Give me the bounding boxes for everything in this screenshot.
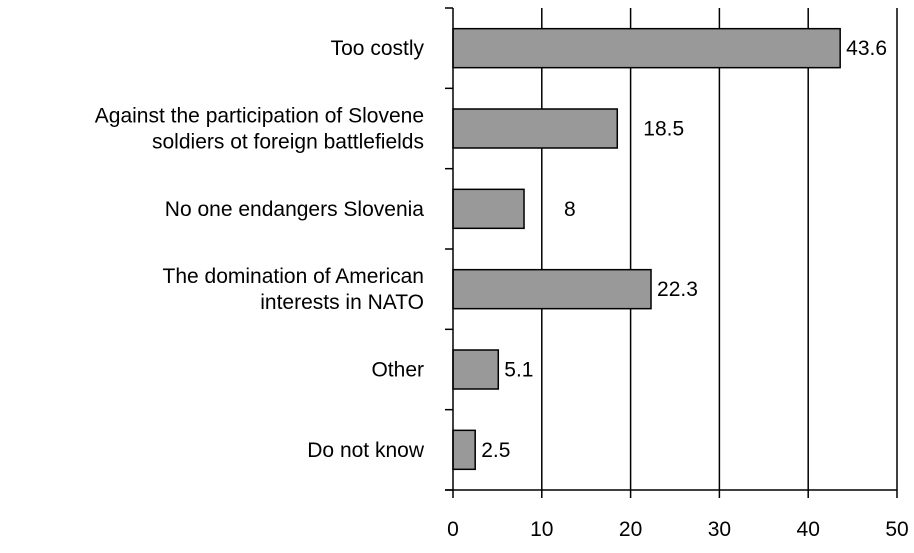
x-tick-label-0: 0 bbox=[447, 518, 459, 541]
category-label-5: Do not know bbox=[307, 439, 425, 462]
category-label-2: No one endangers Slovenia bbox=[165, 198, 425, 221]
x-tick-label-40: 40 bbox=[797, 518, 820, 541]
bar-1 bbox=[452, 108, 619, 149]
data-label-0: 43.6 bbox=[846, 37, 887, 60]
axes bbox=[445, 7, 898, 498]
category-label-3-line-0: The domination of American bbox=[163, 265, 424, 288]
bar-3 bbox=[452, 268, 652, 310]
x-tick-label-10: 10 bbox=[530, 518, 553, 541]
data-label-4: 5.1 bbox=[504, 359, 533, 382]
data-label-2: 8 bbox=[564, 198, 576, 221]
data-label-3: 22.3 bbox=[657, 278, 698, 301]
data-label-5: 2.5 bbox=[481, 439, 510, 462]
category-label-1-line-0: Against the participation of Slovene bbox=[95, 105, 424, 128]
bar-5 bbox=[452, 429, 476, 471]
category-label-0: Too costly bbox=[331, 37, 425, 60]
bar-2 bbox=[452, 188, 525, 230]
x-tick-label-30: 30 bbox=[708, 518, 731, 541]
bars bbox=[452, 27, 841, 471]
x-tick-label-50: 50 bbox=[885, 518, 908, 541]
bar-4 bbox=[452, 349, 500, 390]
category-label-1-line-1: soldiers ot foreign battlefields bbox=[152, 131, 424, 154]
category-label-4: Other bbox=[371, 359, 424, 382]
gridlines bbox=[541, 8, 898, 490]
bar-0 bbox=[452, 27, 841, 69]
x-tick-label-20: 20 bbox=[619, 518, 642, 541]
labels: 43.6 Too costly 18.5 Against the participat… bbox=[95, 37, 909, 541]
category-label-3-line-1: interests in NATO bbox=[260, 291, 424, 314]
data-label-1: 18.5 bbox=[643, 118, 684, 141]
